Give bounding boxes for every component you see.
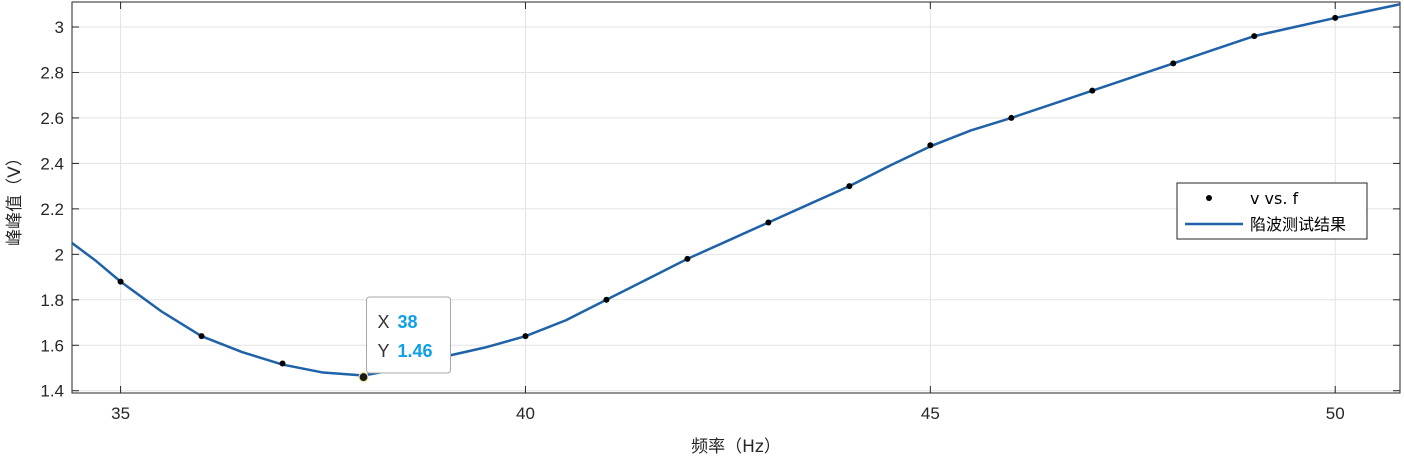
x-tick-label: 35 [111,404,130,423]
data-point [198,333,205,340]
datatip-x-value: 38 [398,312,418,332]
datatip-box [366,296,452,374]
y-tick-label: 1.8 [40,291,64,310]
data-point [927,142,934,149]
series-line-notch-test [71,3,1401,377]
grid [72,2,1400,393]
y-tick-label: 2 [55,245,64,264]
data-point [846,183,853,190]
y-tick-label: 2.2 [40,200,64,219]
datatip-point[interactable] [358,371,369,383]
datatip-x-label: X [378,312,390,332]
y-tick-label: 2.4 [40,154,64,173]
x-axis-label: 频率（Hz） [691,437,781,457]
data-point [522,333,529,340]
data-point [684,255,691,262]
ticks: 35 40 45 50 1.4 1.6 1.8 2 2.2 2.4 2.6 2.8 3 [40,2,1400,423]
y-tick-label: 3 [55,18,64,37]
data-point [1170,60,1177,67]
x-tick-label: 40 [516,404,535,423]
data-point [117,278,124,285]
y-tick-label: 1.6 [40,336,64,355]
datatip-y-label: Y [378,341,390,361]
data-point [1089,87,1096,94]
data-point [1008,114,1015,121]
legend-marker-points [1206,195,1212,201]
y-tick-label: 2.6 [40,109,64,128]
datatip-y-value: 1.46 [398,341,433,361]
x-tick-label: 45 [921,404,940,423]
axes-box [71,1,1401,394]
data-point [1332,14,1339,21]
legend-entry-line: 陷波测试结果 [1250,215,1346,234]
data-point [1251,33,1258,40]
legend[interactable]: v vs. f 陷波测试结果 [1176,182,1368,240]
legend-entry-points: v vs. f [1250,189,1299,208]
datatip[interactable]: X 38 Y 1.46 [358,296,452,383]
y-tick-label: 2.8 [40,63,64,82]
y-tick-label: 1.4 [40,382,64,401]
data-point [603,296,610,303]
legend-box [1176,182,1368,240]
y-axis-label: 峰峰值（V） [5,149,25,246]
data-point [765,219,772,226]
data-point [279,360,286,367]
x-tick-label: 50 [1326,404,1345,423]
